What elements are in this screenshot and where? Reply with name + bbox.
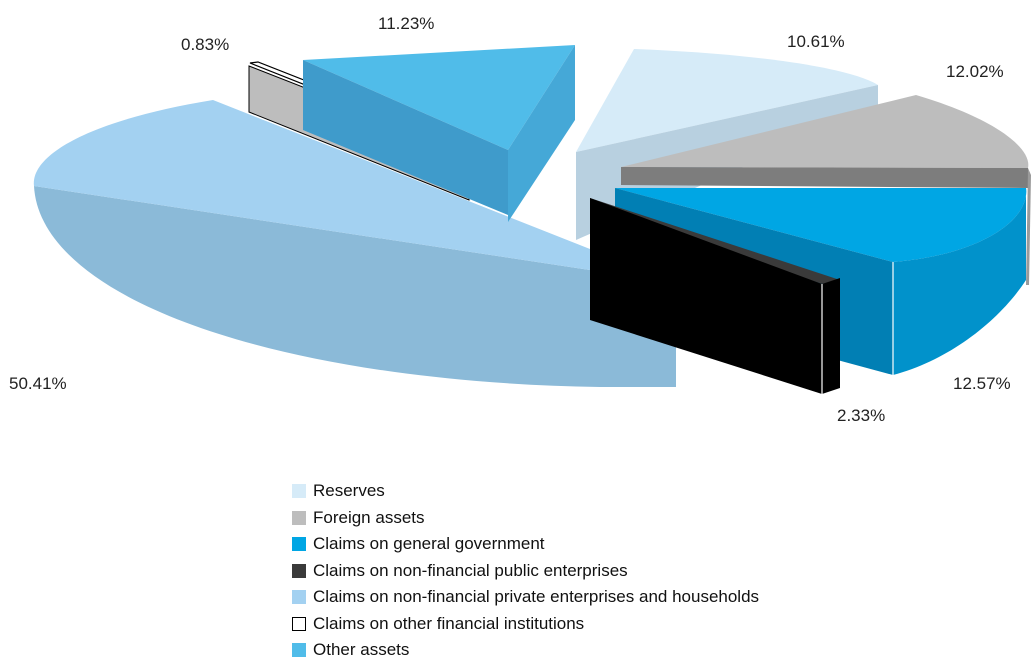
legend: Reserves Foreign assets Claims on genera… [292,478,759,664]
legend-label: Other assets [313,640,410,660]
legend-label: Claims on other financial institutions [313,613,585,633]
legend-item-other-financial: Claims on other financial institutions [292,611,759,638]
slice-reserves-top [576,49,878,152]
legend-swatch [292,643,306,658]
label-reserves: 10.61% [787,32,845,51]
legend-item-public-enterprises: Claims on non-financial public enterpris… [292,558,759,585]
label-foreign-assets: 12.02% [946,62,1004,81]
pie-slice-other-assets [303,45,575,222]
slice-government-top [615,188,1027,262]
slice-other-assets-cut [303,60,508,215]
slice-private-top [33,100,676,283]
legend-label: Claims on general government [313,534,545,554]
slice-foreign-side [621,167,1028,188]
label-general-government: 12.57% [953,374,1011,393]
legend-label: Claims on non-financial public enterpris… [313,560,628,580]
label-public-enterprises: 2.33% [837,406,885,425]
slice-foreign-top [621,95,1029,168]
legend-item-other-assets: Other assets [292,637,759,664]
legend-swatch [292,510,306,525]
slice-other-assets-top [303,45,575,150]
legend-swatch [292,616,306,631]
pie-slice-foreign-assets [621,95,1031,285]
legend-swatch [292,590,306,605]
legend-swatch [292,563,306,578]
slice-foreign-rim [1026,168,1031,285]
legend-item-private-enterprises: Claims on non-financial private enterpri… [292,584,759,611]
legend-label: Foreign assets [313,507,425,527]
label-other-assets: 11.23% [378,14,434,33]
slice-government-side [893,188,1027,375]
slice-other-assets-side [508,45,575,222]
legend-swatch [292,537,306,552]
slice-public-side [822,278,840,394]
pie-slice-public-enterprises [590,198,840,394]
legend-item-general-government: Claims on general government [292,531,759,558]
slice-private-side [34,186,676,387]
legend-label: Claims on non-financial private enterpri… [313,587,760,607]
legend-label: Reserves [313,481,385,501]
label-private-enterprises: 50.41% [9,374,67,393]
pie-slice-private-enterprises [33,100,676,387]
legend-item-reserves: Reserves [292,478,759,505]
legend-item-foreign-assets: Foreign assets [292,505,759,532]
slice-public-cut [590,198,822,394]
slice-public-top [590,198,840,284]
legend-swatch [292,484,306,499]
label-other-financial: 0.83% [181,35,229,54]
